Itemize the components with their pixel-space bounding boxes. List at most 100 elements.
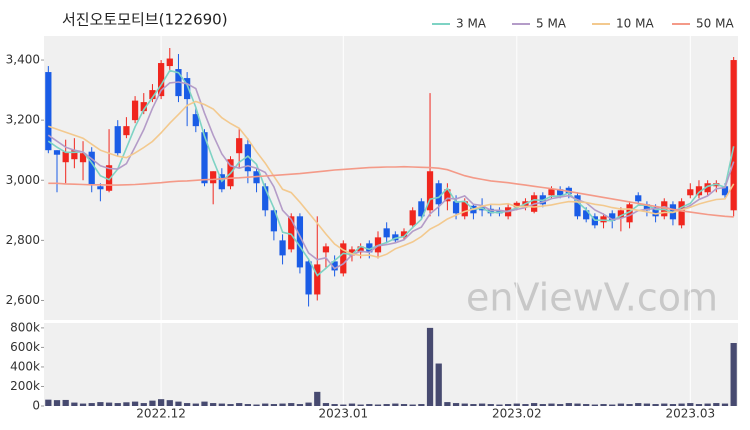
candle-body [201, 132, 208, 184]
volume-bar [652, 404, 659, 406]
candle-body [617, 210, 625, 218]
volume-bar [591, 404, 598, 406]
volume-bar [357, 404, 364, 406]
volume-bar [105, 402, 113, 406]
volume-bar [175, 401, 182, 406]
ma-line [48, 100, 735, 259]
x-tick-label: 2023.03 [665, 407, 715, 421]
candle-body [600, 216, 607, 223]
candle-body [45, 72, 52, 151]
volume-bar [557, 404, 564, 406]
volume-bar [331, 404, 338, 406]
candle-body [400, 231, 408, 238]
volume-bar [461, 403, 468, 406]
volume-bar [713, 403, 720, 406]
candle-body [626, 204, 633, 223]
candle-body [366, 243, 373, 253]
volume-bar [600, 404, 607, 406]
candle-body [140, 102, 147, 112]
volume-bar [62, 399, 69, 406]
volume-bar [244, 404, 251, 406]
volume-bar [661, 403, 668, 406]
candle-body [236, 138, 243, 154]
candle-body [409, 210, 416, 226]
candle-body [314, 264, 321, 295]
volume-tick-label: 400k [10, 359, 40, 373]
x-tick-label: 2022.12 [136, 407, 186, 421]
volume-bar [305, 402, 312, 406]
y-tick-label: 3,200 [6, 113, 40, 127]
volume-bar [97, 402, 104, 406]
candle-body [583, 210, 590, 220]
volume-bar [88, 403, 95, 406]
candle-body [643, 204, 651, 211]
candle-body [279, 240, 286, 256]
candle-body [435, 183, 442, 205]
legend-label: 50 MA [696, 17, 734, 31]
volume-bar [45, 399, 52, 406]
volume-bar [227, 404, 234, 406]
volume-bar [669, 404, 677, 406]
candle-body [270, 210, 278, 232]
volume-bar [166, 400, 173, 406]
volume-bar [730, 343, 737, 406]
candle-body [149, 90, 156, 100]
candle-body [288, 216, 295, 250]
candle-body [244, 144, 251, 172]
volume-bar [678, 403, 685, 406]
volume-bar [687, 403, 694, 406]
volume-bar [565, 403, 572, 406]
volume-bar [504, 404, 512, 406]
candle-body [721, 186, 729, 196]
volume-bar [513, 403, 520, 406]
volume-bar [218, 403, 225, 406]
volume-bar [704, 403, 711, 406]
candle-body [88, 151, 95, 185]
legend-label: 10 MA [616, 17, 654, 31]
candle-body [192, 114, 199, 127]
volume-bar [418, 404, 425, 406]
volume-bar [288, 403, 295, 406]
legend-label: 5 MA [536, 17, 567, 31]
volume-bar [79, 403, 87, 406]
volume-bar [392, 403, 399, 406]
volume-bar [496, 404, 503, 406]
volume-bar [583, 404, 590, 406]
volume-bar [184, 403, 191, 406]
candle-body [262, 186, 269, 211]
volume-bar [409, 404, 416, 406]
volume-bar [348, 403, 356, 406]
volume-tick-label: 0 [32, 399, 40, 413]
candle-body [730, 60, 737, 211]
candle-body [513, 202, 520, 208]
candle-body [123, 126, 130, 136]
volume-bar [279, 403, 286, 406]
candle-body [53, 150, 61, 155]
volume-bar [157, 399, 165, 406]
volume-bar [695, 404, 703, 406]
candle-body [652, 207, 659, 217]
x-tick-label: 2023.02 [492, 407, 542, 421]
volume-bar [539, 404, 546, 406]
volume-bar [131, 401, 139, 406]
volume-bar [444, 402, 451, 406]
volume-bar [478, 403, 486, 406]
volume-bar [487, 404, 494, 406]
volume-bar [210, 403, 217, 406]
volume-bar [609, 404, 616, 406]
candle-body [574, 195, 581, 217]
volume-bar [314, 391, 321, 406]
y-tick-label: 3,000 [6, 173, 40, 187]
volume-bar [452, 403, 460, 406]
volume-bar [253, 404, 260, 406]
candle-body [383, 228, 390, 238]
volume-tick-label: 600k [10, 340, 40, 354]
volume-bar [114, 403, 121, 406]
volume-bar [192, 403, 199, 406]
candle-body [687, 189, 694, 196]
candle-body [210, 171, 217, 184]
volume-bar [426, 327, 434, 406]
volume-bar [262, 403, 269, 406]
